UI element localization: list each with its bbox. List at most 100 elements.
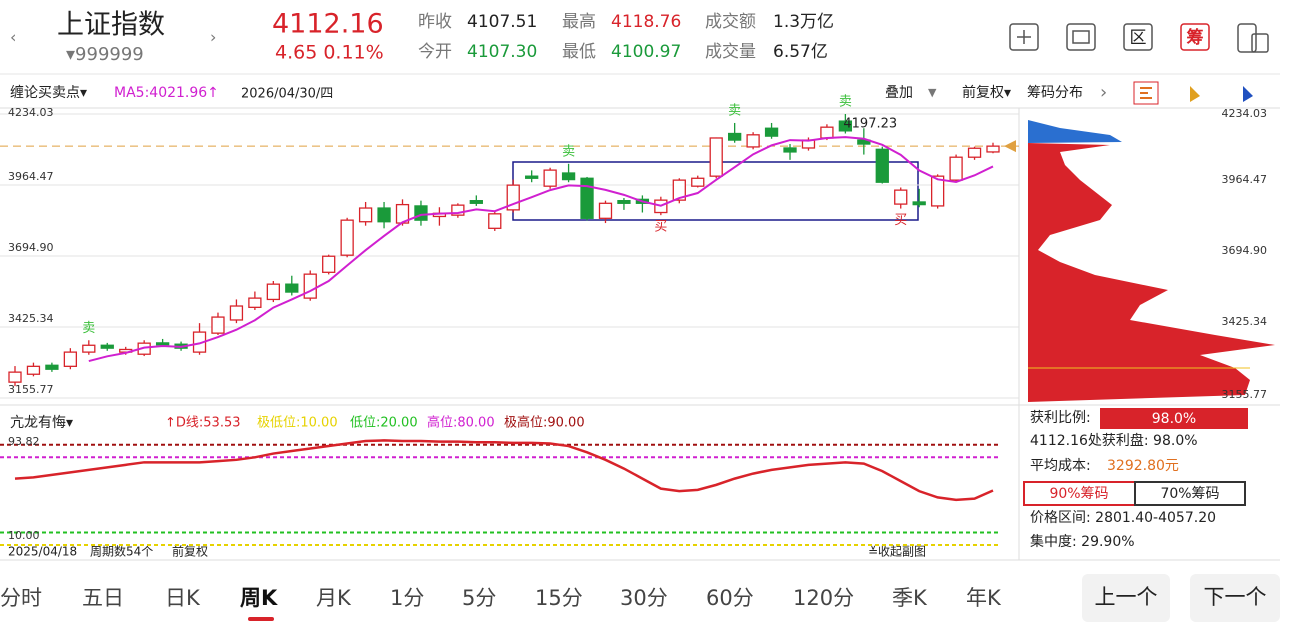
chip-view-2[interactable] bbox=[1190, 86, 1200, 102]
candle-body bbox=[155, 342, 170, 346]
candle-body bbox=[8, 371, 22, 383]
candle-body bbox=[875, 148, 889, 183]
stat-label: 今开 bbox=[418, 42, 452, 62]
candle-body bbox=[451, 204, 465, 216]
footer-adjust: 前复权 bbox=[172, 544, 208, 559]
candle-body bbox=[967, 147, 982, 158]
tab[interactable]: 月K bbox=[316, 586, 352, 610]
tab[interactable]: 15分 bbox=[535, 586, 583, 610]
candle-body bbox=[303, 273, 317, 299]
stat-label: 昨收 bbox=[418, 12, 452, 32]
stat-value: 4100.97 bbox=[611, 42, 681, 62]
candle-body bbox=[414, 205, 428, 221]
tab[interactable]: 5分 bbox=[462, 586, 496, 610]
tab[interactable]: 日K bbox=[165, 586, 201, 610]
collapse[interactable]: ≚收起副图 bbox=[868, 545, 926, 559]
candle-body bbox=[285, 283, 299, 293]
adjust[interactable]: 前复权▾ bbox=[962, 84, 1011, 101]
device-icon[interactable] bbox=[1237, 23, 1257, 53]
price: 4112.16 bbox=[272, 9, 384, 40]
chips-tab[interactable]: 筹码分布 bbox=[1027, 84, 1083, 101]
candle-body bbox=[764, 127, 779, 137]
candle-body bbox=[469, 200, 483, 204]
candle-body bbox=[377, 207, 391, 223]
chip-view-1[interactable] bbox=[1133, 81, 1159, 105]
candle-body bbox=[211, 316, 225, 334]
area-label: 区 bbox=[1130, 28, 1147, 48]
signal: 卖 bbox=[82, 321, 95, 336]
candle-body bbox=[930, 175, 945, 207]
indicator-tick: 93.82 bbox=[8, 435, 40, 448]
indicator-name[interactable]: 亢龙有悔▾ bbox=[10, 414, 73, 431]
prev-button[interactable] bbox=[1082, 574, 1170, 622]
profit-bar bbox=[1100, 408, 1248, 429]
avg-cost: 3292.80元 bbox=[1107, 458, 1179, 474]
date-label: 2026/04/30/四 bbox=[241, 87, 333, 102]
chip-profile-lower bbox=[1028, 143, 1275, 402]
next-arrow[interactable]: › bbox=[210, 28, 216, 47]
candle-body bbox=[82, 344, 96, 353]
candle-body bbox=[783, 147, 797, 153]
chips-arrow[interactable]: › bbox=[1100, 82, 1107, 103]
tab[interactable]: 1分 bbox=[390, 586, 424, 610]
tab[interactable]: 120分 bbox=[793, 586, 854, 610]
indicator-select[interactable]: 缠论买卖点▾ bbox=[10, 84, 87, 101]
chip-profile-upper bbox=[1028, 120, 1122, 143]
change: 4.65 0.11% bbox=[275, 42, 384, 64]
candle-body bbox=[45, 364, 59, 370]
overlay-caret: ▼ bbox=[928, 86, 937, 99]
candle-body bbox=[746, 134, 760, 148]
prev-arrow[interactable]: ‹ bbox=[10, 28, 16, 47]
tab[interactable]: 分时 bbox=[0, 586, 42, 610]
avg-cost-label: 平均成本: bbox=[1030, 458, 1091, 474]
btn-70[interactable] bbox=[1134, 481, 1246, 506]
y-tick-label: 3155.77 bbox=[8, 383, 54, 396]
chip-button[interactable]: 筹 bbox=[1187, 27, 1204, 48]
candle-body bbox=[728, 132, 742, 141]
y-tick-label: 3694.90 bbox=[8, 241, 54, 254]
y-tick-label: 3964.47 bbox=[8, 170, 54, 183]
candle-body bbox=[525, 175, 539, 179]
y-tick-label-right: 3425.34 bbox=[1222, 315, 1268, 328]
y-tick-label-right: 3694.90 bbox=[1222, 244, 1268, 257]
tab[interactable]: 季K bbox=[892, 586, 928, 610]
stat-value: 4107.51 bbox=[467, 12, 537, 32]
candle-body bbox=[691, 177, 705, 187]
signal: 卖 bbox=[728, 103, 741, 118]
stat-label: 成交量 bbox=[705, 42, 756, 62]
btn-70-label: 70%筹码 bbox=[1160, 485, 1219, 502]
candle-body bbox=[580, 177, 594, 219]
ma5-line bbox=[88, 136, 994, 363]
candle-body bbox=[838, 120, 853, 132]
tab[interactable]: 30分 bbox=[620, 586, 668, 610]
tab[interactable]: 周K bbox=[240, 586, 278, 610]
candle-body bbox=[63, 351, 78, 367]
concentration: 集中度: 29.90% bbox=[1030, 533, 1135, 550]
signal: 买 bbox=[894, 213, 907, 228]
tab[interactable]: 60分 bbox=[706, 586, 754, 610]
chip-icon[interactable] bbox=[1180, 23, 1210, 51]
chip-view-3[interactable] bbox=[1243, 86, 1253, 102]
overlay[interactable]: 叠加 bbox=[885, 85, 913, 101]
add-icon[interactable] bbox=[1009, 23, 1039, 51]
tab[interactable]: 五日 bbox=[82, 586, 124, 610]
next-button[interactable] bbox=[1190, 574, 1280, 622]
y-tick-label: 3425.34 bbox=[8, 312, 54, 325]
candle-body bbox=[100, 344, 114, 349]
stat-value: 4107.30 bbox=[467, 42, 537, 62]
signal: 卖 bbox=[839, 95, 852, 110]
chip-view-icon bbox=[1140, 87, 1152, 99]
candle-body bbox=[543, 169, 557, 187]
y-tick-label-right: 3964.47 bbox=[1222, 173, 1268, 186]
candle-body bbox=[672, 179, 686, 201]
area-icon[interactable] bbox=[1123, 23, 1153, 51]
tab[interactable]: 年K bbox=[966, 586, 1002, 610]
d-line bbox=[14, 439, 994, 502]
draw-icon[interactable] bbox=[1066, 23, 1096, 51]
ma5-label: MA5:4021.96↑ bbox=[114, 85, 219, 101]
frames bbox=[0, 107, 1280, 561]
price-range: 价格区间: 2801.40-4057.20 bbox=[1030, 510, 1216, 526]
start-date: 2025/04/18 bbox=[8, 545, 77, 559]
level-label: 极高位:90.00 bbox=[504, 415, 585, 431]
